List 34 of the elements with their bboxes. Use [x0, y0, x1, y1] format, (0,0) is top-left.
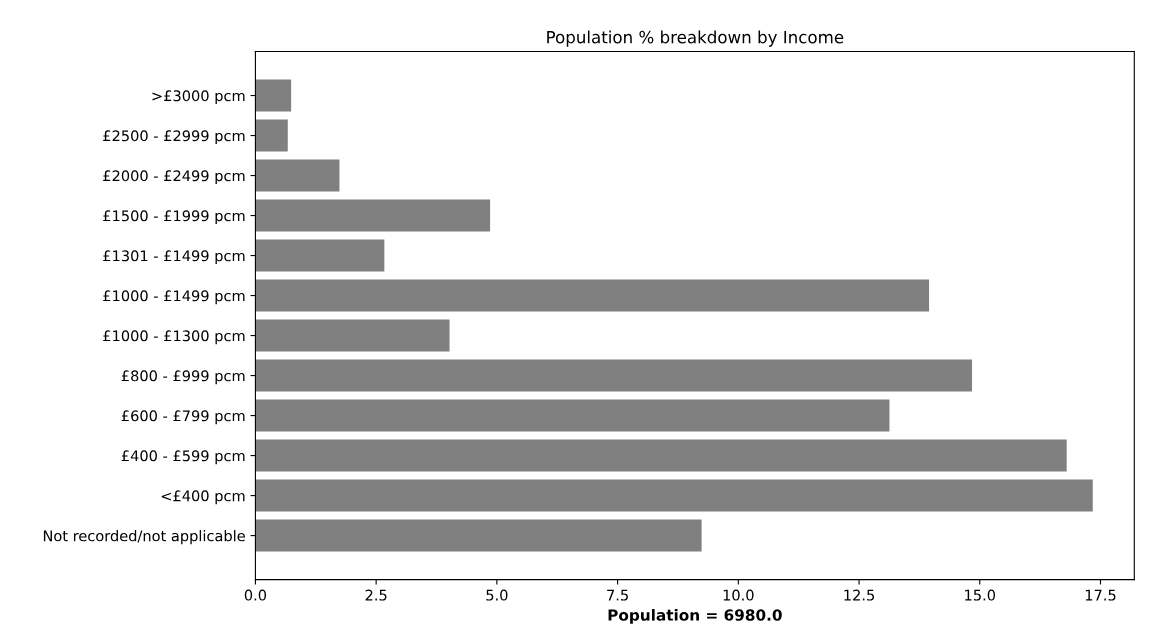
bar: [255, 239, 385, 272]
bar: [255, 479, 1093, 512]
y-tick-label: £800 - £999 pcm: [121, 370, 245, 385]
y-tick-label: £400 - £599 pcm: [121, 450, 245, 465]
y-tick-label: £1000 - £1300 pcm: [103, 330, 245, 345]
bar: [255, 519, 702, 552]
y-tick-label: £600 - £799 pcm: [121, 410, 245, 425]
x-tick-label: 0.0: [244, 589, 267, 601]
y-tick-label: £1301 - £1499 pcm: [103, 250, 245, 265]
bar: [255, 319, 450, 352]
chart-title: Population % breakdown by Income: [547, 30, 844, 47]
bar: [255, 159, 340, 192]
x-axis-title: Population = 6980.0: [608, 608, 782, 624]
x-tick-label: 17.5: [1085, 589, 1116, 601]
y-tick-label: £2500 - £2999 pcm: [103, 130, 245, 145]
y-tick-label: £1000 - £1499 pcm: [103, 290, 245, 305]
bar: [255, 439, 1067, 472]
bar: [255, 399, 890, 432]
x-tick-label: 15.0: [965, 589, 996, 601]
bar: [255, 119, 288, 152]
y-tick-label: >£3000 pcm: [152, 90, 245, 105]
x-tick-label: 12.5: [844, 589, 875, 601]
y-tick-label: Not recorded/not applicable: [43, 530, 245, 545]
bar: [255, 199, 491, 232]
y-tick-label: <£400 pcm: [161, 490, 245, 505]
x-tick-label: 2.5: [365, 589, 387, 601]
x-tick-label: 7.5: [607, 589, 628, 601]
x-tick-label: 5.0: [486, 589, 508, 601]
bar: [255, 359, 973, 392]
y-tick-label: £2000 - £2499 pcm: [103, 170, 245, 185]
bar: [255, 79, 292, 112]
bar: [255, 279, 930, 312]
x-tick-label: 10.0: [723, 589, 754, 601]
y-tick-label: £1500 - £1999 pcm: [103, 210, 245, 225]
